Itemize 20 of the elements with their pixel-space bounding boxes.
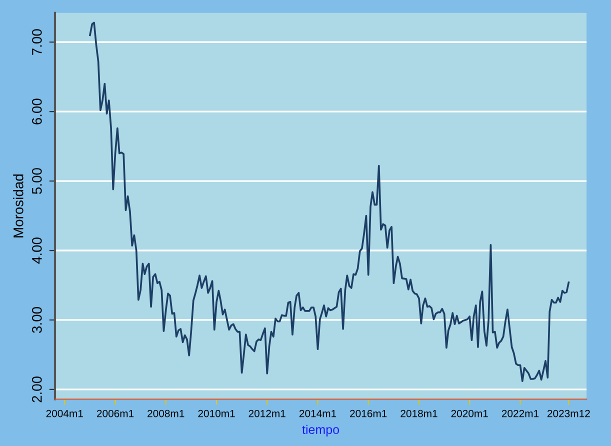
x-tick-label: 2004m1 — [46, 410, 83, 418]
y-tick-label: 2.00 — [32, 376, 42, 402]
x-tick-label: 2016m1 — [350, 410, 387, 418]
y-tick-label: 5.00 — [32, 168, 42, 194]
x-tick-label: 2014m1 — [299, 410, 336, 418]
y-tick-label: 6.00 — [32, 98, 42, 124]
x-tick-label: 2008m1 — [148, 410, 184, 418]
x-tick-label: 2010m1 — [198, 410, 235, 418]
x-tick-label: 2012m1 — [248, 410, 286, 418]
y-axis-title: Morosidad — [13, 174, 24, 238]
y-tick-label: 7.00 — [32, 29, 42, 55]
line-series — [89, 22, 570, 382]
x-tick-label: 2023m12 — [547, 410, 590, 418]
x-tick-label: 2022m1 — [502, 410, 539, 418]
x-axis-title: tiempo — [302, 424, 340, 437]
x-tick-label: 2018m1 — [400, 410, 438, 418]
y-tick-label: 3.00 — [32, 307, 42, 333]
y-tick-label: 4.00 — [32, 238, 42, 264]
x-tick-label: 2006m1 — [96, 410, 134, 418]
x-tick-label: 2020m1 — [451, 410, 488, 418]
